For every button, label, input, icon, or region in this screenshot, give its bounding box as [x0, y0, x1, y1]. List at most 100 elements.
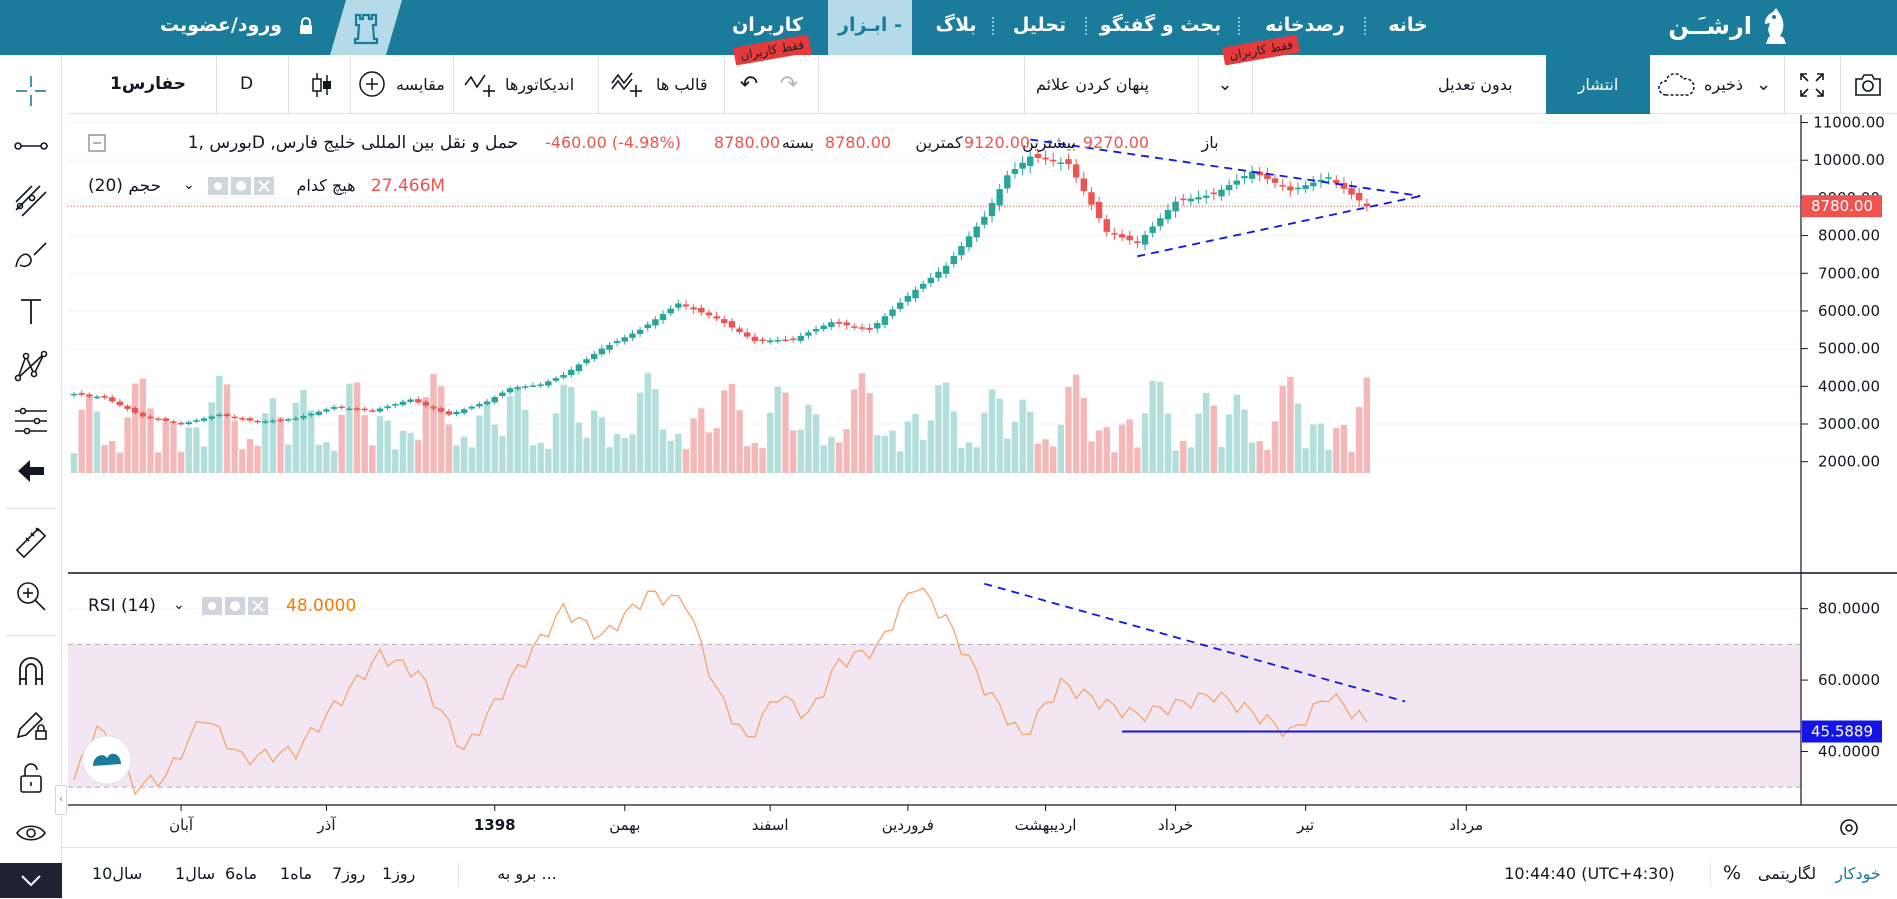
volume-bar [361, 415, 368, 473]
volume-bar [1317, 423, 1325, 473]
rsi-trendlines[interactable] [984, 582, 1801, 733]
logo[interactable]: ارشـَـن [1668, 6, 1792, 48]
candle-body [812, 329, 820, 332]
volume-bar [399, 430, 407, 473]
volume-bar [591, 410, 598, 473]
crosshair-tool[interactable] [6, 71, 56, 111]
save-button[interactable]: ذخیره ⌄ [1658, 55, 1778, 114]
zoom-tool[interactable] [6, 576, 56, 616]
candle-body [1134, 241, 1141, 244]
nav-blog[interactable]: بلاگ [935, 14, 977, 36]
candle-body [965, 236, 973, 248]
study-close-icon[interactable] [254, 177, 274, 195]
compare-button[interactable]: مقایسه [350, 55, 530, 114]
prediction-tool[interactable] [6, 401, 56, 441]
volume-study-label[interactable]: حجم (20) [88, 176, 161, 196]
nav-tools[interactable]: ابـزار - [838, 14, 902, 36]
indicators-button[interactable]: اندیکاتورها [453, 55, 593, 114]
goto-date-button[interactable]: برو به ... [497, 864, 557, 883]
trend-line-tool[interactable] [6, 126, 56, 166]
magnet-tool[interactable] [6, 651, 56, 691]
volume-bar [1333, 428, 1340, 473]
pattern-tool[interactable] [6, 346, 56, 386]
templates-button[interactable]: قالب ها [598, 55, 720, 114]
volume-bar [1103, 427, 1110, 473]
draw-mode-tool[interactable] [6, 705, 56, 745]
rsi-tick-label: 40.0000 [1818, 742, 1880, 760]
hide-drawings-tool[interactable] [6, 813, 56, 853]
triangle-trendlines[interactable] [1030, 138, 1421, 258]
text-tool[interactable] [6, 291, 56, 331]
chart-type-button[interactable] [294, 55, 350, 114]
candle-body [415, 399, 422, 403]
volume-bar [1203, 392, 1210, 473]
candle-body [262, 421, 269, 423]
undo-button[interactable]: ↶ [739, 72, 759, 97]
volume-bar [766, 412, 774, 473]
volume-bar [1195, 413, 1202, 473]
rsi-study-label[interactable]: RSI (14) [88, 596, 156, 616]
remove-drawings-tool[interactable] [6, 451, 56, 491]
candle-body [927, 277, 934, 284]
nav-home[interactable]: خانه [1388, 14, 1428, 36]
auto-scale-toggle[interactable]: خودکار [1835, 864, 1881, 883]
candle-body [1080, 178, 1087, 192]
chess-icon-box[interactable] [330, 0, 402, 55]
publish-button[interactable]: انتشار [1546, 55, 1650, 114]
brush-tool[interactable] [6, 236, 56, 276]
watermark-logo-icon[interactable] [82, 735, 132, 785]
nav-analysis[interactable]: تحلیل [1012, 14, 1067, 36]
settings-gear-icon[interactable] [1840, 819, 1858, 835]
volume-bar [132, 383, 139, 473]
screenshot-button[interactable] [1840, 55, 1896, 114]
volume-bar [445, 424, 453, 473]
nav-users[interactable]: کاربران [732, 14, 803, 36]
sidebar-toggle[interactable]: ‹ [55, 785, 67, 815]
login-button[interactable]: ورود/عضویت [160, 0, 320, 55]
time-axis[interactable]: آبان آذر 1398 بهمن اسفند فروردین اردیبهشت خرداد… [169, 805, 1483, 834]
rsi-chevron-down-icon[interactable]: ⌄ [173, 597, 185, 613]
adjustment-selector[interactable]: بدون تعدیل [1438, 75, 1513, 94]
volume-bar [621, 437, 628, 473]
symbol-title[interactable]: بورس ,1D ,حمل و نقل بین المللی خلیج فارس [188, 133, 519, 153]
volume-bar [545, 448, 552, 473]
redo-button[interactable]: ↷ [779, 72, 799, 97]
candle-body [1325, 177, 1332, 179]
symbol-chevron-down-icon[interactable]: ⌄ [505, 136, 517, 152]
chevron-down-icon[interactable]: ⌄ [1217, 74, 1233, 95]
rsi-axis[interactable]: 80.0000 60.0000 40.0000 [1801, 600, 1880, 761]
collapse-toolbar-button[interactable] [0, 863, 62, 898]
study-settings-icon[interactable] [231, 177, 251, 195]
range-1m[interactable]: ماه1 [280, 864, 313, 883]
candle-body [154, 418, 162, 421]
percent-toggle[interactable]: % [1722, 862, 1742, 884]
ruler-tool[interactable] [6, 523, 56, 563]
range-1y[interactable]: سال1 [175, 864, 216, 883]
price-axis[interactable]: 11000.0010000.009000.008000.007000.00600… [1801, 115, 1885, 471]
candle-body [132, 407, 139, 413]
pitchfork-tool[interactable] [6, 181, 56, 221]
interval-selector[interactable]: D [240, 74, 254, 94]
hide-marks-button[interactable]: پنهان کردن علائم [1036, 75, 1149, 94]
volume-bar [216, 375, 223, 473]
range-10y[interactable]: سال10 [92, 864, 143, 883]
price-tick-label: 10000.00 [1813, 151, 1885, 169]
volume-bar [1340, 424, 1348, 473]
range-7d[interactable]: روز7 [332, 864, 366, 883]
rsi-settings-icon[interactable] [225, 597, 245, 615]
nav-discussion[interactable]: بحث و گفتگو [1099, 14, 1222, 36]
range-1d[interactable]: روز1 [382, 864, 416, 883]
price-chart[interactable]: 11000.0010000.009000.008000.007000.00600… [68, 115, 1897, 835]
fullscreen-button[interactable] [1784, 55, 1840, 114]
study-eye-icon[interactable] [208, 177, 228, 195]
range-6m[interactable]: ماه6 [225, 864, 258, 883]
rsi-close-icon[interactable] [248, 597, 268, 615]
candle-body [942, 265, 950, 274]
rsi-eye-icon[interactable] [202, 597, 222, 615]
log-scale-toggle[interactable]: لگاریتمی [1757, 864, 1817, 883]
nav-observatory[interactable]: رصدخانه [1265, 14, 1345, 36]
symbol-search[interactable]: حفارس1 [110, 74, 186, 94]
volume-chevron-down-icon[interactable]: ⌄ [183, 177, 195, 193]
chevron-down-icon [21, 874, 41, 886]
lock-drawings-tool[interactable] [6, 758, 56, 798]
